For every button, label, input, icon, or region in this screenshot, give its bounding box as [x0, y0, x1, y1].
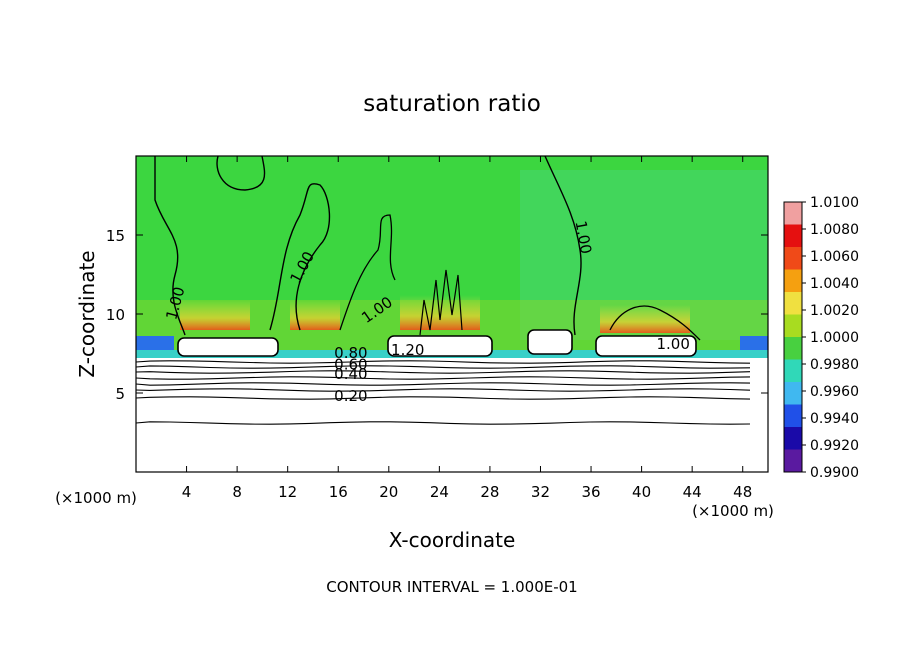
level-contour	[136, 365, 751, 369]
x-axis-unit: (×1000 m)	[55, 489, 137, 507]
cloud-region	[595, 335, 697, 357]
contour-label: 0.20	[334, 387, 367, 405]
level-contour	[136, 382, 751, 386]
contour-label: 1.00	[572, 219, 596, 255]
contour-line	[339, 214, 396, 331]
colorbar-label: 0.9900	[810, 465, 859, 481]
x-tick-label: 40	[632, 483, 651, 501]
x-tick-label: 36	[581, 483, 600, 501]
contour-line	[154, 156, 186, 336]
contour-line	[544, 156, 582, 336]
contour-label: 0.80	[334, 344, 367, 362]
high-saturation-patch	[180, 300, 250, 330]
colorbar-label: 1.0000	[810, 330, 859, 346]
colorbar-label: 1.0020	[810, 303, 859, 319]
colorbar-label: 0.9960	[810, 384, 859, 400]
level-contour	[136, 388, 751, 392]
cloud-region	[387, 335, 493, 357]
contour-line	[419, 269, 463, 336]
contour-line	[609, 305, 701, 341]
high-saturation-patch	[400, 295, 480, 330]
level-contour	[136, 396, 751, 400]
level-contour	[136, 370, 751, 374]
colorbar-segment	[784, 314, 802, 338]
chart-title: saturation ratio	[363, 91, 541, 117]
colorbar-segment	[784, 224, 802, 248]
colorbar-segment	[784, 292, 802, 315]
x-tick-label: 8	[232, 483, 242, 501]
colorbar-segment	[784, 427, 802, 450]
colorbar-segment	[784, 202, 802, 225]
x-tick-label: 12	[278, 483, 297, 501]
colorbar-segment	[784, 449, 802, 473]
contour-lines	[136, 156, 751, 425]
cloud-region	[527, 329, 573, 355]
colorbar-label: 1.0100	[810, 195, 859, 211]
x-tick-label: 28	[480, 483, 499, 501]
colorbar-label: 1.0040	[810, 276, 859, 292]
level-contour	[136, 360, 751, 364]
level-contour	[136, 376, 751, 380]
colorbar-segment	[784, 359, 802, 383]
colorbar-label: 1.0080	[810, 222, 859, 238]
colorbar-label: 1.0060	[810, 249, 859, 265]
y-tick-label: 5	[115, 385, 125, 403]
contour-line	[269, 183, 331, 331]
colorbar-label: 0.9980	[810, 357, 859, 373]
x-tick-label: 4	[182, 483, 192, 501]
contour-line	[216, 156, 266, 191]
colorbar-segment	[784, 247, 802, 270]
x-tick-label: 48	[733, 483, 752, 501]
colorbar: 1.0100 1.0080 1.0060 1.0040 1.0020 1.0000 0.99…	[783, 195, 859, 481]
contour-label: 1.00	[656, 335, 689, 353]
x-tick-label: 24	[430, 483, 449, 501]
colorbar-label: 0.9920	[810, 438, 859, 454]
y-tick-label: 15	[106, 227, 125, 245]
dry-layer-background	[136, 356, 768, 472]
cloud-region	[177, 337, 279, 357]
x-tick-label: 16	[329, 483, 348, 501]
y-axis-label: Z-coordinate	[75, 250, 99, 377]
contour-label: 0.40	[334, 365, 367, 383]
high-saturation-patch	[290, 300, 340, 330]
plot-area	[136, 156, 768, 472]
y-axis: 5 10 15	[106, 227, 768, 403]
colorbar-segment	[784, 382, 802, 405]
x-tick-label: 44	[683, 483, 702, 501]
contour-label: 0.60	[334, 355, 367, 373]
x-tick-label: 32	[531, 483, 550, 501]
x-axis-label: X-coordinate	[389, 528, 516, 552]
level-contour	[136, 421, 751, 425]
contour-interval-note: CONTOUR INTERVAL = 1.000E-01	[326, 578, 577, 596]
colorbar-segment	[784, 269, 802, 293]
x-tick-label: 20	[379, 483, 398, 501]
y-tick-label: 10	[106, 306, 125, 324]
colorbar-segment	[784, 404, 802, 428]
x-axis-unit-right: (×1000 m)	[692, 502, 774, 520]
colorbar-label: 0.9940	[810, 411, 859, 427]
contour-label: 1.20	[391, 341, 424, 359]
colorbar-segment	[784, 337, 802, 360]
x-axis: 4 8 12 16 20 24 28 32 36 40 44 48	[182, 156, 752, 501]
